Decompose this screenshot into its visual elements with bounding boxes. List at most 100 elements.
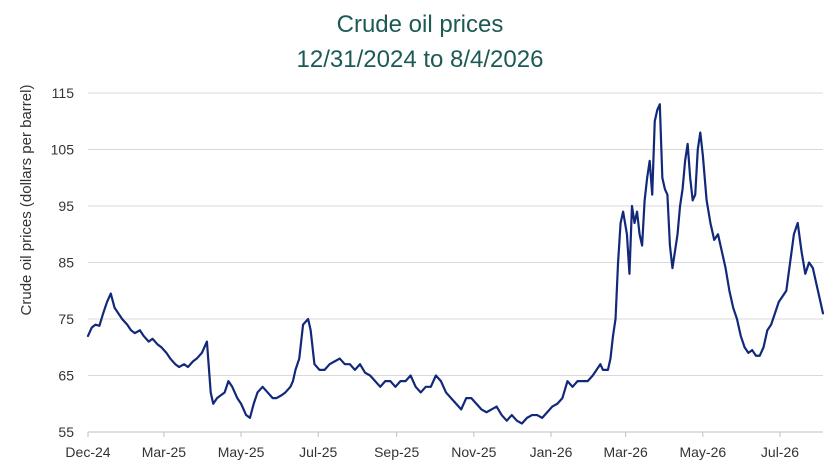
data-point <box>261 386 264 388</box>
x-tick-label: May-26 <box>679 444 726 460</box>
x-axis-ticks: Dec-24 Mar-25 May-25 Jul-25 Sep-25 Nov-25 Jan-… <box>65 432 799 460</box>
data-point <box>531 414 533 416</box>
data-point <box>148 341 150 343</box>
data-point <box>425 386 427 388</box>
data-point <box>697 148 699 151</box>
data-point <box>709 222 712 224</box>
series-line <box>86 103 825 425</box>
data-point <box>130 329 132 331</box>
data-point <box>275 397 278 399</box>
data-point <box>339 357 341 360</box>
data-point <box>480 408 483 410</box>
data-point <box>394 386 397 388</box>
data-point <box>728 290 730 292</box>
data-point <box>778 301 780 303</box>
data-point <box>717 233 719 235</box>
data-point <box>151 338 154 340</box>
y-tick-label: 65 <box>58 368 74 384</box>
data-point <box>374 380 376 382</box>
data-point <box>556 403 558 405</box>
data-point <box>455 403 457 405</box>
y-tick-label: 105 <box>51 142 75 158</box>
y-tick-label: 95 <box>58 198 74 214</box>
data-point <box>227 380 230 382</box>
data-point <box>256 391 259 394</box>
data-point <box>671 267 674 269</box>
data-point <box>110 292 112 295</box>
data-point <box>766 329 768 331</box>
data-point <box>684 160 686 162</box>
data-point <box>415 386 417 388</box>
data-point <box>98 325 100 327</box>
data-point <box>206 341 208 343</box>
x-tick-label: Jul-26 <box>761 444 799 460</box>
data-point <box>289 386 292 388</box>
data-point <box>546 411 548 413</box>
data-point <box>440 380 442 382</box>
y-axis-title: Crude oil prices (dollars per barrel) <box>18 85 35 316</box>
data-point <box>307 318 309 320</box>
data-point <box>699 131 701 134</box>
data-point <box>249 417 251 419</box>
data-point <box>460 408 462 410</box>
data-point <box>231 386 233 388</box>
data-point <box>676 233 679 235</box>
data-point <box>364 372 366 374</box>
y-tick-label: 115 <box>52 85 75 101</box>
data-point <box>602 369 604 371</box>
data-point <box>369 374 371 377</box>
data-point <box>592 374 594 377</box>
data-point <box>732 307 734 309</box>
data-point <box>649 160 651 162</box>
data-point <box>740 335 742 337</box>
data-point <box>404 380 407 382</box>
data-point <box>694 194 696 196</box>
data-point <box>785 290 787 292</box>
data-point <box>284 391 286 394</box>
data-point <box>216 397 218 399</box>
data-point <box>87 335 89 337</box>
data-point <box>334 360 336 362</box>
data-point <box>169 357 171 360</box>
data-point <box>566 380 569 382</box>
x-tick-label: Jan-26 <box>530 444 573 460</box>
data-point <box>323 369 326 371</box>
chart-title: Crude oil prices <box>337 11 504 38</box>
data-point <box>490 408 493 410</box>
data-point <box>224 391 226 394</box>
data-point <box>599 363 601 365</box>
data-point <box>178 366 180 368</box>
data-point <box>220 394 222 396</box>
data-point <box>646 177 648 179</box>
gridlines <box>88 92 823 433</box>
data-point <box>521 422 523 425</box>
data-point <box>721 250 723 252</box>
data-point <box>713 239 715 241</box>
data-point <box>587 380 589 382</box>
data-point <box>196 357 198 360</box>
data-point <box>329 363 331 365</box>
data-point <box>654 120 656 122</box>
data-point <box>210 391 212 394</box>
data-point <box>659 103 661 105</box>
data-point <box>617 261 619 264</box>
data-point <box>121 318 123 320</box>
data-point <box>595 369 598 371</box>
y-tick-label: 55 <box>58 424 74 440</box>
data-point <box>619 222 622 224</box>
data-point <box>800 250 803 252</box>
data-point <box>344 363 346 365</box>
data-point <box>541 417 543 419</box>
data-point <box>349 363 351 365</box>
data-point <box>755 355 757 357</box>
data-point <box>201 352 203 354</box>
data-point <box>582 380 584 382</box>
data-point <box>679 205 681 207</box>
data-point <box>819 301 822 303</box>
data-point <box>631 205 633 207</box>
data-point <box>681 188 684 190</box>
data-point <box>656 109 658 111</box>
data-point <box>526 417 528 419</box>
data-point <box>628 273 631 275</box>
